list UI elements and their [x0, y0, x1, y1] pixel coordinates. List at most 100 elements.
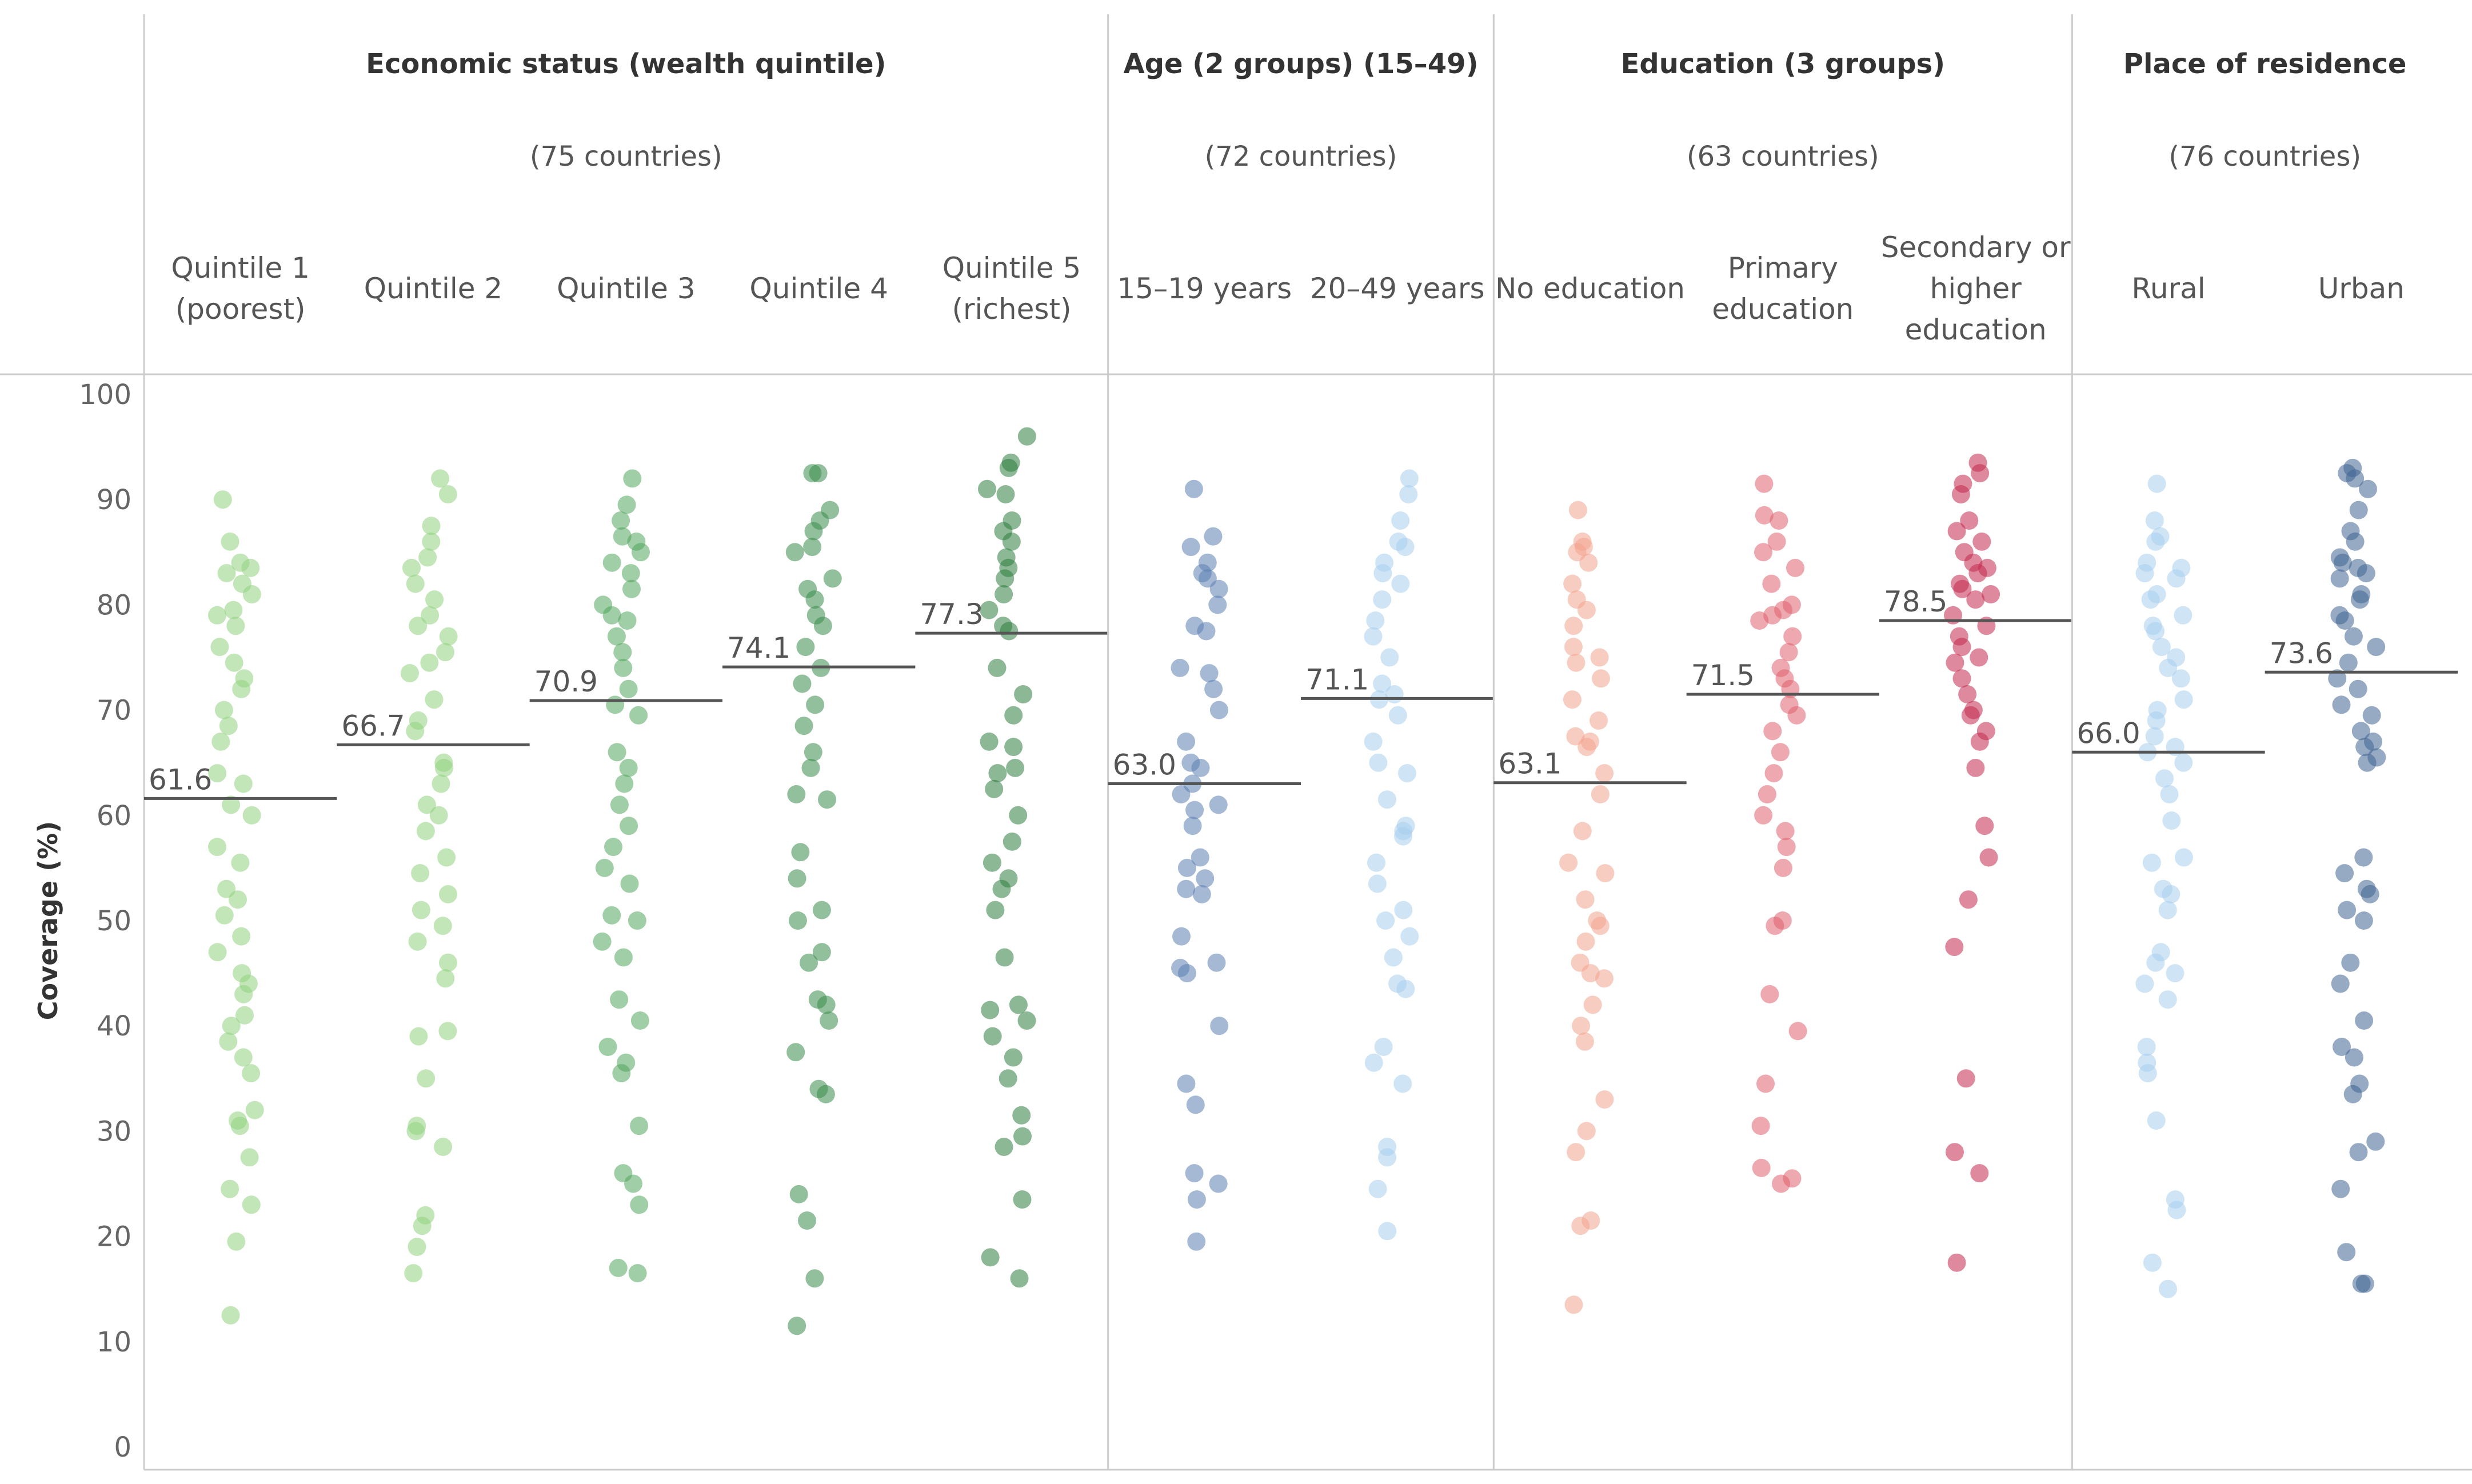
data-point: [208, 838, 226, 857]
data-point: [1367, 853, 1385, 872]
data-point: [434, 1138, 453, 1156]
category-label: (richest): [952, 293, 1071, 326]
data-point: [796, 638, 815, 657]
data-point: [1577, 601, 1596, 619]
data-point: [1972, 532, 1991, 551]
data-point: [406, 722, 425, 741]
data-point: [800, 953, 818, 972]
data-point: [1945, 938, 1964, 957]
data-point: [219, 1032, 238, 1051]
data-point: [610, 795, 629, 814]
data-point: [622, 579, 641, 598]
data-point: [1209, 579, 1228, 598]
category-label: (poorest): [175, 293, 306, 326]
data-point: [2346, 469, 2365, 488]
data-point: [422, 517, 441, 535]
data-point: [1197, 622, 1216, 641]
data-point: [431, 469, 450, 488]
data-point: [1006, 758, 1025, 777]
data-point: [1754, 806, 1773, 825]
data-point: [1595, 1090, 1614, 1109]
data-point: [214, 701, 233, 719]
data-point: [1177, 732, 1196, 751]
data-point: [602, 553, 621, 572]
data-point: [999, 458, 1018, 477]
data-point: [2146, 532, 2165, 551]
data-point: [1953, 579, 1972, 598]
data-point: [805, 1269, 824, 1288]
data-point: [2335, 864, 2354, 883]
data-point: [2147, 711, 2166, 730]
data-point: [1192, 885, 1211, 903]
data-point: [242, 1064, 261, 1083]
data-point: [1388, 706, 1407, 725]
data-point: [412, 901, 430, 919]
y-tick-label: 20: [97, 1221, 131, 1253]
category-label: education: [1905, 313, 2047, 346]
data-point: [1209, 701, 1228, 719]
data-point: [1210, 1017, 1229, 1035]
data-point: [2145, 727, 2164, 746]
data-point: [623, 469, 642, 488]
data-point: [1577, 1122, 1596, 1141]
data-point: [409, 617, 428, 635]
data-point: [222, 795, 241, 814]
data-point: [1002, 532, 1021, 551]
data-point: [417, 1069, 436, 1088]
data-point: [817, 995, 836, 1014]
data-point: [629, 706, 648, 725]
data-point: [1204, 679, 1223, 698]
data-point: [598, 1038, 617, 1056]
category-label: Urban: [2318, 272, 2405, 305]
data-point: [406, 1122, 425, 1141]
data-point: [2354, 848, 2373, 867]
data-point: [1591, 785, 1610, 803]
data-point: [439, 885, 457, 903]
data-point: [234, 1048, 253, 1067]
median-value-label: 74.1: [727, 631, 790, 665]
data-point: [1590, 648, 1609, 667]
data-point: [2174, 848, 2193, 867]
category-label: Quintile 2: [364, 272, 502, 305]
data-point: [2351, 722, 2370, 741]
data-point: [2159, 1279, 2177, 1298]
data-point: [402, 558, 421, 577]
data-point: [242, 585, 261, 603]
data-point: [1559, 853, 1578, 872]
data-point: [1394, 901, 1413, 919]
data-point: [1751, 1117, 1770, 1135]
category-label: higher: [1930, 272, 2022, 305]
data-point: [232, 679, 251, 698]
data-point: [436, 643, 454, 662]
category-label: Rural: [2131, 272, 2205, 305]
data-point: [420, 653, 439, 672]
data-point: [620, 817, 638, 835]
data-point: [1394, 827, 1412, 846]
y-axis-title: Coverage (%): [33, 821, 63, 1021]
data-point: [1186, 1095, 1205, 1114]
data-point: [1181, 538, 1200, 557]
data-point: [1756, 1074, 1775, 1093]
data-point: [1592, 669, 1610, 688]
data-point: [2162, 885, 2181, 903]
data-point: [1177, 1074, 1196, 1093]
data-point: [1786, 558, 1804, 577]
data-point: [1960, 511, 1979, 530]
data-point: [602, 906, 621, 925]
category-label: Quintile 5: [943, 251, 1081, 285]
y-tick-label: 60: [97, 800, 131, 832]
y-tick-label: 90: [97, 484, 131, 516]
data-point: [2138, 1064, 2157, 1083]
data-point: [1772, 1174, 1790, 1193]
data-point: [804, 743, 822, 762]
median-value-label: 71.1: [1305, 663, 1369, 696]
data-point: [1573, 822, 1592, 841]
data-point: [1776, 822, 1795, 841]
data-point: [1767, 532, 1786, 551]
data-point: [602, 606, 621, 625]
data-point: [401, 664, 419, 683]
data-point: [1770, 511, 1788, 530]
data-point: [1400, 469, 1419, 488]
data-point: [215, 906, 234, 925]
